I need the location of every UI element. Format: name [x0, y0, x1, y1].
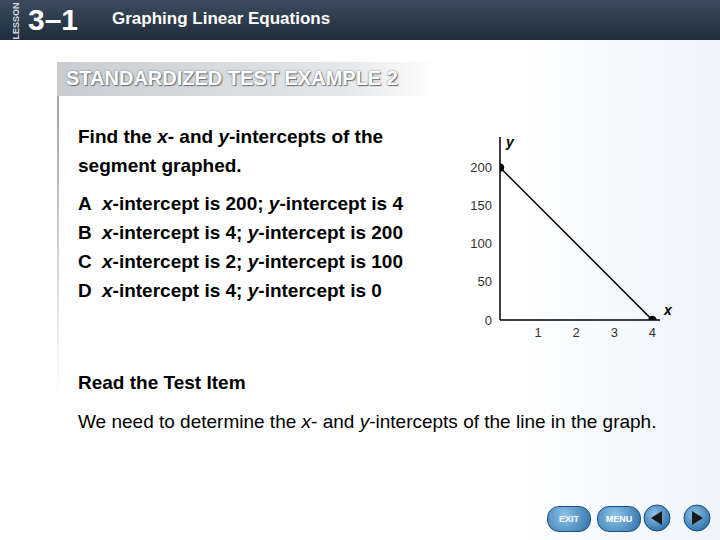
- html-text:We need to determine the x - a: We need to determine the x - and y -inte…: [78, 411, 657, 432]
- html-text:EXIT: EXIT: [559, 514, 579, 524]
- html-text:Read the Test Item: Read the Test Item: [78, 372, 246, 393]
- html-text:Graphing Linear Equations: Graphing Linear Equations: [112, 9, 331, 28]
- html-text:D: D: [78, 280, 92, 301]
- svg-text:150: 150: [470, 198, 492, 213]
- svg-text:100: 100: [470, 236, 492, 251]
- svg-text:x: x: [663, 302, 673, 318]
- html-text:MENU: MENU: [605, 514, 633, 524]
- html-text:B: B: [78, 222, 92, 243]
- html-text:A: A: [78, 193, 92, 214]
- svg-text:3: 3: [611, 325, 618, 340]
- svg-text:50: 50: [478, 274, 492, 289]
- html-text:x -intercept is 4; y -intercep: x -intercept is 4; y -intercept is 200: [102, 222, 403, 243]
- html-text:3–1: 3–1: [28, 3, 79, 36]
- svg-text:y: y: [505, 134, 515, 150]
- svg-text:1: 1: [534, 325, 541, 340]
- svg-text:2: 2: [573, 325, 580, 340]
- html-text:x -intercept is 4; y -intercep: x -intercept is 4; y -intercept is 0: [102, 280, 382, 301]
- html-text:C: C: [78, 251, 92, 272]
- html-text:Find the x - and y -intercepts: Find the x - and y -intercepts of the se…: [78, 126, 384, 176]
- html-text:x -intercept is 2; y -intercep: x -intercept is 2; y -intercept is 100: [102, 251, 403, 272]
- svg-text:0: 0: [485, 313, 492, 328]
- html-text:STANDARDIZED TEST EXAMPLE 2: STANDARDIZED TEST EXAMPLE 2: [66, 67, 398, 89]
- svg-text:200: 200: [470, 160, 492, 175]
- svg-text:4: 4: [649, 325, 656, 340]
- html-text:x -intercept is 200; y -interc: x -intercept is 200; y -intercept is 4: [102, 193, 403, 214]
- html-text:LESSON: LESSON: [10, 2, 20, 40]
